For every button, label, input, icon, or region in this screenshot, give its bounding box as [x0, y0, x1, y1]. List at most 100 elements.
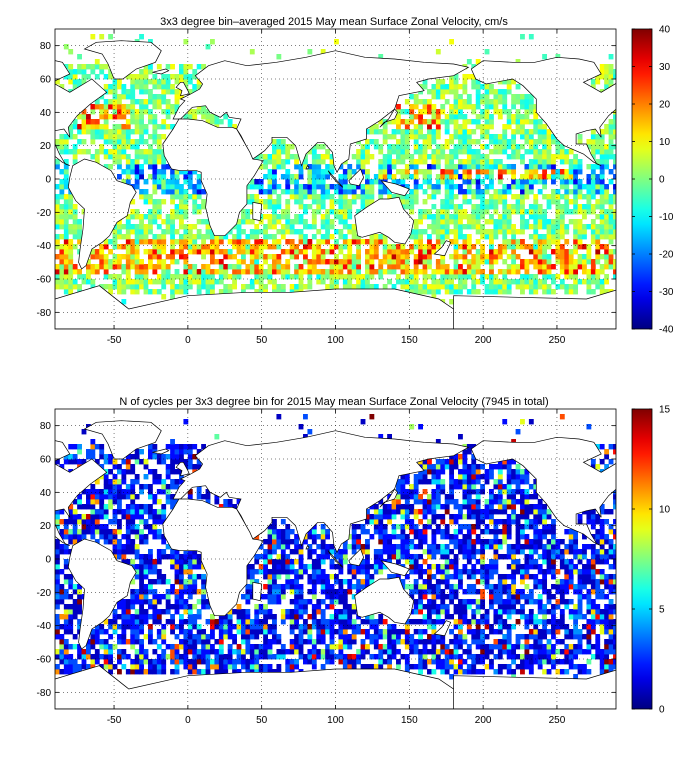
data-cell [121, 269, 127, 275]
data-cell [117, 229, 122, 235]
data-cell [236, 669, 242, 675]
data-cell [218, 259, 224, 265]
data-cell [608, 209, 614, 215]
data-cell [542, 659, 548, 665]
data-cell [613, 164, 616, 170]
data-cells [55, 34, 616, 305]
data-cell [77, 224, 82, 230]
data-cell [134, 229, 140, 235]
data-cell [520, 94, 525, 100]
data-cell [289, 669, 295, 675]
data-cell [475, 164, 481, 170]
data-cell [245, 624, 251, 630]
data-cell [63, 234, 69, 240]
data-cell [449, 134, 455, 140]
data-cell [196, 624, 202, 630]
data-cell [263, 289, 268, 295]
data-cell [125, 129, 131, 135]
data-cell [303, 254, 308, 260]
data-cell [564, 189, 570, 195]
data-cell [537, 644, 543, 650]
cycles-chart-title: N of cycles per 3x3 degree bin for 2015 … [119, 396, 549, 408]
data-cell [289, 564, 295, 570]
data-cell [258, 249, 264, 255]
data-cell [453, 569, 459, 575]
data-cell [444, 569, 450, 575]
data-cell [334, 644, 339, 650]
data-cell [599, 669, 605, 675]
data-cell [263, 594, 268, 600]
data-cell [573, 224, 579, 230]
data-cell [156, 134, 162, 140]
data-cell [546, 194, 552, 200]
data-cell [462, 234, 468, 240]
data-cell [183, 599, 189, 605]
data-cell [338, 639, 344, 645]
data-cell [382, 134, 388, 140]
data-cell [179, 614, 184, 620]
data-cell [351, 594, 357, 600]
data-cell [466, 604, 472, 610]
data-cell [196, 649, 202, 655]
data-cell [68, 124, 74, 130]
data-cell [192, 234, 198, 240]
data-cell [342, 224, 348, 230]
data-cell [112, 134, 118, 140]
data-cell [112, 89, 118, 95]
data-cell [542, 234, 548, 240]
data-cell [263, 199, 268, 205]
data-cell [471, 154, 477, 160]
data-cell [139, 109, 144, 115]
data-cell [170, 614, 175, 620]
x-tick-label: 100 [327, 335, 344, 346]
data-cell [183, 569, 189, 575]
data-cell [77, 584, 82, 590]
data-cell [338, 614, 344, 620]
data-cell [400, 144, 406, 150]
data-cell [608, 264, 614, 270]
data-cell [604, 74, 610, 80]
data-cell [506, 239, 512, 245]
data-cell [63, 64, 69, 70]
data-cell [427, 179, 432, 185]
data-cell [573, 194, 579, 200]
data-cell [475, 214, 481, 220]
data-cell [156, 199, 162, 205]
data-cell [134, 289, 140, 295]
data-cell [214, 649, 220, 655]
data-cell [528, 574, 534, 580]
data-cell [387, 644, 392, 650]
data-cell [462, 124, 468, 130]
data-cell [511, 609, 517, 615]
data-cell [475, 194, 481, 200]
data-cell [55, 224, 60, 230]
data-cell [68, 644, 74, 650]
data-cell [316, 239, 322, 245]
data-cell [94, 264, 100, 270]
data-cell [515, 559, 521, 565]
data-cell [289, 224, 295, 230]
data-cell [511, 154, 517, 160]
data-cell [418, 659, 423, 665]
data-cell [134, 259, 140, 265]
data-cell [289, 609, 295, 615]
data-cell [360, 154, 366, 160]
data-cell [263, 214, 268, 220]
data-cell [285, 149, 291, 155]
data-cell [396, 139, 401, 145]
data-cell [502, 124, 508, 130]
data-cell [502, 619, 508, 625]
data-cell [515, 634, 521, 640]
data-cell [506, 279, 512, 285]
data-cell [99, 104, 105, 110]
data-cell [524, 614, 530, 620]
data-cell [555, 209, 561, 215]
data-cell [103, 74, 109, 80]
data-cell [373, 239, 379, 245]
data-cell [90, 249, 96, 255]
data-cell [413, 224, 419, 230]
data-cell [77, 219, 82, 225]
data-cell [152, 209, 158, 215]
data-cell [400, 259, 406, 265]
data-cell [551, 574, 556, 580]
